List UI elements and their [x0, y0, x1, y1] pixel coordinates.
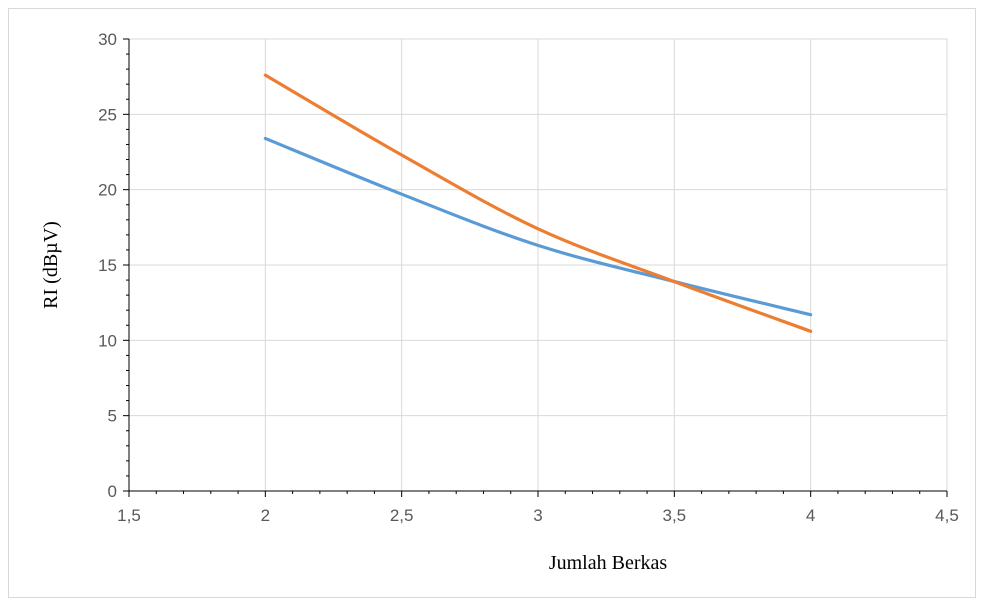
x-tick-label: 3	[533, 506, 542, 525]
y-tick-label: 20	[98, 181, 117, 200]
x-tick-label: 4	[806, 506, 815, 525]
x-tick-label: 1,5	[117, 506, 141, 525]
x-axis-title: Jumlah Berkas	[549, 552, 668, 574]
x-tick-label: 2,5	[390, 506, 414, 525]
series-lines	[263, 73, 813, 333]
y-tick-label: 25	[98, 105, 117, 124]
line-chart: 0 5 10 15 20 25 30 1,5 2 2,5 3 3,5 4 4,5 Jumlah Berka…	[40, 30, 959, 574]
tick-marks	[123, 38, 948, 497]
y-tick-label: 5	[108, 407, 117, 426]
tick-labels: 0 5 10 15 20 25 30 1,5 2 2,5 3 3,5 4 4,5	[98, 30, 959, 525]
series-line-2	[263, 73, 813, 333]
x-tick-label: 2	[261, 506, 270, 525]
x-tick-label: 4,5	[935, 506, 959, 525]
y-tick-label: 15	[98, 256, 117, 275]
series-line-1	[263, 136, 813, 317]
y-axis-title: RI (dBµV)	[40, 221, 62, 309]
y-tick-label: 30	[98, 30, 117, 49]
x-tick-label: 3,5	[663, 506, 687, 525]
y-tick-label: 10	[98, 331, 117, 350]
y-tick-label: 0	[108, 482, 117, 501]
gridlines	[129, 38, 948, 491]
chart-area: 0 5 10 15 20 25 30 1,5 2 2,5 3 3,5 4 4,5 Jumlah Berka…	[8, 8, 976, 598]
